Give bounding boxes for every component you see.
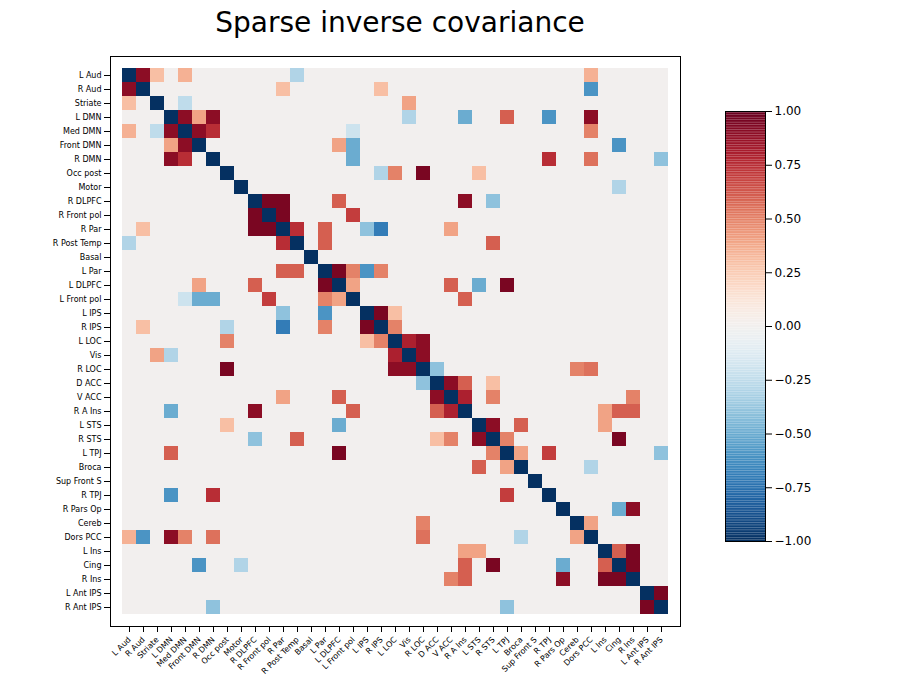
svg-text:R STS: R STS [78, 435, 101, 444]
svg-text:Striate: Striate [75, 99, 102, 108]
svg-text:Dors PCC: Dors PCC [562, 635, 595, 668]
svg-text:L TPJ: L TPJ [82, 449, 101, 458]
svg-text:L DMN: L DMN [75, 113, 101, 122]
svg-text:R LOC: R LOC [77, 365, 102, 374]
svg-text:L Aud: L Aud [110, 635, 133, 658]
svg-text:Vis: Vis [398, 635, 413, 650]
svg-text:−1.00: −1.00 [775, 534, 812, 548]
svg-text:R Pars Op: R Pars Op [63, 505, 102, 514]
svg-text:R A Ins: R A Ins [442, 635, 469, 662]
svg-text:L LOC: L LOC [376, 635, 399, 658]
svg-text:R Ins: R Ins [616, 635, 637, 656]
svg-text:−0.50: −0.50 [775, 427, 812, 441]
svg-text:Sup Front S: Sup Front S [500, 635, 539, 674]
svg-text:L Front pol: L Front pol [60, 295, 102, 304]
svg-text:R DLPFC: R DLPFC [228, 635, 259, 666]
svg-text:R Ins: R Ins [82, 575, 102, 584]
svg-text:R Post Temp: R Post Temp [260, 635, 301, 676]
svg-text:R LOC: R LOC [403, 635, 427, 659]
svg-text:Cereb: Cereb [78, 519, 102, 528]
svg-text:Med DMN: Med DMN [63, 127, 102, 136]
svg-text:R Par: R Par [265, 635, 287, 657]
svg-text:Motor: Motor [78, 183, 102, 192]
svg-text:L Par: L Par [82, 267, 102, 276]
svg-text:V ACC: V ACC [431, 635, 455, 659]
svg-text:Vis: Vis [90, 351, 102, 360]
svg-text:Cereb: Cereb [557, 635, 581, 659]
svg-text:−0.25: −0.25 [775, 373, 812, 387]
svg-text:R Ant IPS: R Ant IPS [65, 603, 102, 612]
svg-text:L Aud: L Aud [79, 71, 102, 80]
svg-text:Front DMN: Front DMN [60, 141, 102, 150]
svg-text:R Ant IPS: R Ant IPS [632, 635, 664, 667]
svg-text:R IPS: R IPS [364, 635, 385, 656]
svg-text:Occ post: Occ post [199, 635, 231, 667]
svg-text:R Par: R Par [81, 225, 102, 234]
svg-text:L STS: L STS [79, 421, 101, 430]
svg-text:R Front pol: R Front pol [235, 635, 273, 672]
svg-text:R Post Temp: R Post Temp [53, 239, 102, 248]
svg-text:L Ant IPS: L Ant IPS [66, 589, 101, 598]
svg-text:R IPS: R IPS [81, 323, 101, 332]
svg-text:R Aud: R Aud [78, 85, 102, 94]
svg-text:R TPJ: R TPJ [81, 491, 101, 500]
svg-text:R DMN: R DMN [191, 635, 217, 661]
svg-text:L IPS: L IPS [82, 309, 101, 318]
svg-text:0.25: 0.25 [775, 266, 802, 280]
svg-text:L Ant IPS: L Ant IPS [619, 635, 651, 667]
svg-text:L Front pol: L Front pol [321, 635, 357, 671]
svg-text:R Aud: R Aud [123, 635, 147, 659]
svg-text:R TPJ: R TPJ [532, 635, 553, 656]
svg-text:Dors PCC: Dors PCC [64, 533, 101, 542]
svg-text:L IPS: L IPS [350, 635, 371, 656]
svg-text:R DMN: R DMN [74, 155, 101, 164]
svg-text:1.00: 1.00 [775, 104, 802, 118]
svg-text:Sup Front S: Sup Front S [56, 477, 102, 486]
svg-text:Cing: Cing [84, 561, 102, 570]
svg-text:L Ins: L Ins [83, 547, 102, 556]
svg-text:Broca: Broca [79, 463, 102, 472]
svg-text:Front DMN: Front DMN [166, 635, 203, 672]
svg-text:L TPJ: L TPJ [490, 635, 511, 655]
svg-text:L DLPFC: L DLPFC [313, 635, 343, 665]
svg-text:−0.75: −0.75 [775, 481, 812, 495]
svg-text:Med DMN: Med DMN [155, 635, 189, 669]
svg-text:0.50: 0.50 [775, 212, 802, 226]
svg-text:0.00: 0.00 [775, 319, 802, 333]
svg-text:L DMN: L DMN [149, 635, 175, 660]
svg-text:Cing: Cing [603, 635, 623, 655]
svg-text:L DLPFC: L DLPFC [69, 281, 102, 290]
svg-text:L Ins: L Ins [589, 635, 609, 655]
svg-text:D ACC: D ACC [76, 379, 102, 388]
svg-text:Basal: Basal [293, 635, 315, 657]
svg-text:Broca: Broca [502, 635, 525, 658]
svg-text:D ACC: D ACC [416, 635, 441, 660]
svg-text:Basal: Basal [80, 253, 102, 262]
svg-text:R STS: R STS [474, 635, 497, 658]
svg-text:V ACC: V ACC [77, 393, 102, 402]
svg-text:L STS: L STS [460, 635, 483, 658]
svg-text:R Front pol: R Front pol [58, 211, 101, 220]
svg-text:R A Ins: R A Ins [74, 407, 102, 416]
svg-text:R DLPFC: R DLPFC [68, 197, 102, 206]
svg-text:0.75: 0.75 [775, 158, 802, 172]
svg-text:R Pars Op: R Pars Op [532, 635, 567, 669]
svg-text:L Par: L Par [308, 635, 329, 656]
svg-text:Motor: Motor [222, 635, 245, 658]
svg-text:Occ post: Occ post [67, 169, 102, 178]
svg-text:L LOC: L LOC [78, 337, 101, 346]
svg-text:Striate: Striate [135, 635, 161, 661]
html-text:Sparse inverse covariance: Sparse inverse covariance [215, 6, 585, 39]
